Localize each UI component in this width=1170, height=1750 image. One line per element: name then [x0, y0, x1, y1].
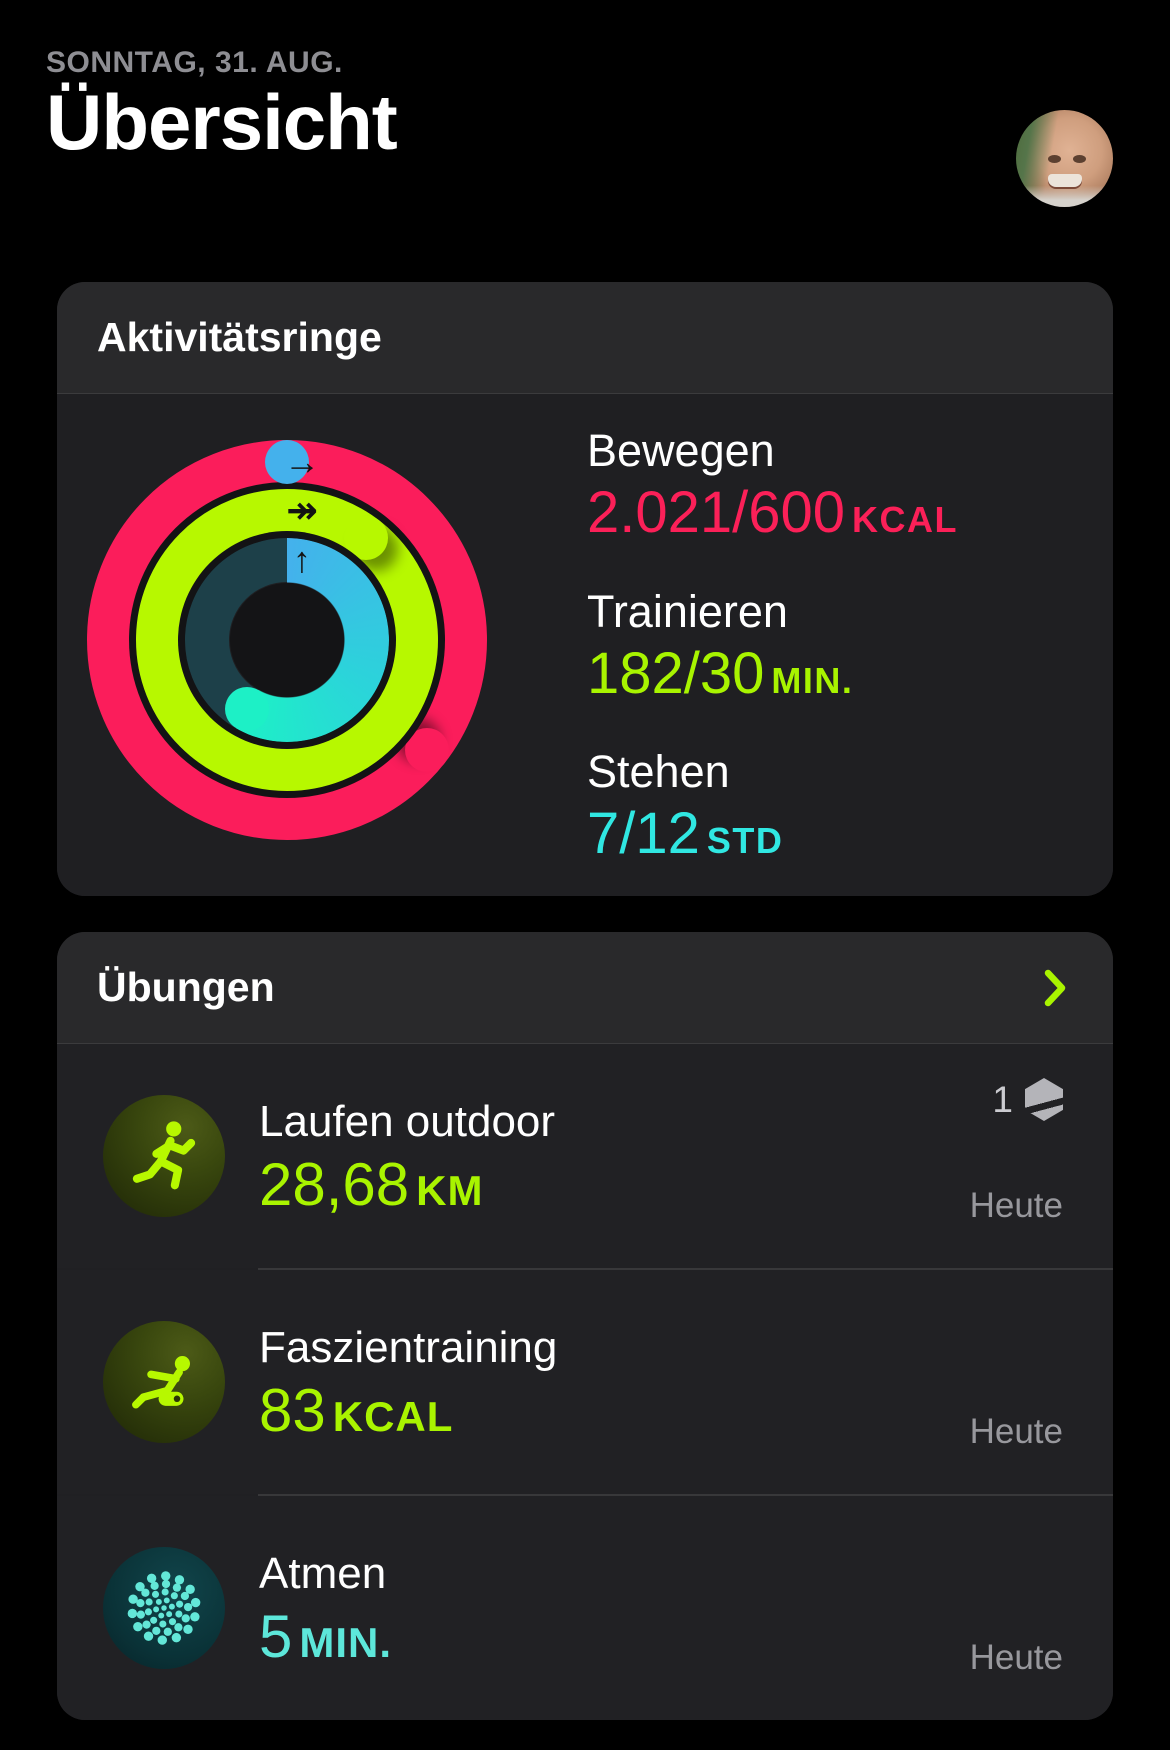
avatar-smile	[1047, 174, 1082, 188]
workout-date: Heute	[969, 1638, 1063, 1677]
stand-stat-label: Stehen	[587, 746, 730, 798]
breathe-icon	[103, 1547, 225, 1669]
activity-rings-card[interactable]: Aktivitätsringe → ↠ ↑ Bewegen 2.021/600 K…	[57, 282, 1113, 896]
workout-name: Atmen	[259, 1549, 387, 1598]
exercise-stat: Trainieren 182/30 MIN.	[587, 586, 958, 705]
activity-card-body: → ↠ ↑ Bewegen 2.021/600 KCAL Trainieren 1…	[57, 394, 1113, 896]
stand-ring-start-cap	[265, 440, 309, 484]
stand-stat-value: 7/12	[587, 801, 700, 867]
workout-value: 5	[259, 1603, 293, 1670]
activity-stats: Bewegen 2.021/600 KCAL Trainieren 182/30 M…	[587, 394, 958, 896]
workout-date: Heute	[969, 1412, 1063, 1451]
date-label: SONNTAG, 31. AUG.	[46, 46, 343, 79]
activity-card-header[interactable]: Aktivitätsringe	[57, 282, 1113, 394]
workout-text: Atmen 5 MIN.	[259, 1549, 970, 1667]
avatar-eye	[1048, 154, 1061, 163]
exercise-stat-unit: MIN.	[771, 659, 854, 701]
move-stat: Bewegen 2.021/600 KCAL	[587, 425, 958, 544]
stand-stat: Stehen 7/12 STD	[587, 746, 958, 865]
workouts-card-header[interactable]: Übungen	[57, 932, 1113, 1044]
activity-rings-graphic[interactable]: → ↠ ↑	[87, 440, 487, 840]
move-ring-cap	[405, 728, 449, 772]
workout-side: Heute	[970, 1496, 1063, 1720]
workout-row-breathe[interactable]: Atmen 5 MIN. Heute	[57, 1496, 1113, 1720]
award-hexagon-icon	[1025, 1078, 1063, 1121]
row-separator	[258, 1268, 1113, 1270]
page-header: SONNTAG, 31. AUG. Übersicht	[0, 0, 1170, 210]
stand-arrow-icon: ↑	[293, 539, 311, 580]
workout-unit: KCAL	[332, 1393, 454, 1440]
workout-unit: MIN.	[299, 1619, 393, 1666]
page-title: Übersicht	[46, 78, 398, 166]
workout-name: Laufen outdoor	[259, 1097, 556, 1146]
workout-value: 28,68	[259, 1151, 410, 1218]
workout-side: Heute	[970, 1270, 1063, 1494]
workout-name: Faszientraining	[259, 1323, 558, 1372]
exercise-ring-cap	[344, 516, 388, 560]
move-arrow-icon: →	[284, 441, 320, 482]
row-separator	[258, 1494, 1113, 1496]
exercise-arrow-icon: ↠	[286, 490, 318, 532]
stand-stat-unit: STD	[706, 820, 784, 862]
chevron-right-icon[interactable]	[1043, 968, 1067, 1008]
stand-ring-end-cap	[225, 687, 269, 731]
workouts-card: Übungen Laufen outdoor 28,68 KM 1	[57, 932, 1113, 1720]
activity-card-title: Aktivitätsringe	[97, 314, 382, 360]
exercise-stat-value: 182/30	[587, 640, 765, 706]
workout-text: Laufen outdoor 28,68 KM	[259, 1097, 970, 1215]
move-stat-unit: KCAL	[852, 498, 959, 540]
workout-text: Faszientraining 83 KCAL	[259, 1323, 970, 1441]
workout-row-running[interactable]: Laufen outdoor 28,68 KM 1 Heute	[57, 1044, 1113, 1268]
move-stat-label: Bewegen	[587, 424, 775, 476]
award-badge: 1	[992, 1078, 1063, 1121]
profile-avatar[interactable]	[1016, 110, 1113, 207]
rings-center-hole	[230, 583, 344, 697]
award-count: 1	[992, 1078, 1013, 1120]
workout-date: Heute	[969, 1186, 1063, 1225]
workout-value: 83	[259, 1377, 326, 1444]
runner-icon	[103, 1095, 225, 1217]
exercise-stat-label: Trainieren	[587, 585, 788, 637]
move-stat-value: 2.021/600	[587, 479, 846, 545]
workouts-card-title: Übungen	[97, 964, 275, 1010]
foam-roller-icon	[103, 1321, 225, 1443]
workout-unit: KM	[416, 1167, 484, 1214]
workout-side: 1 Heute	[970, 1044, 1063, 1268]
workout-row-foam-rolling[interactable]: Faszientraining 83 KCAL Heute	[57, 1270, 1113, 1494]
avatar-eye	[1073, 154, 1087, 163]
